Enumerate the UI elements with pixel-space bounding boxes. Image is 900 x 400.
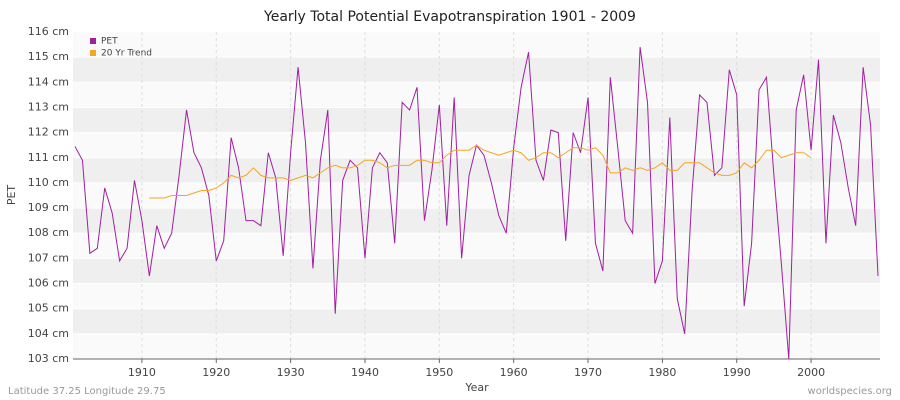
x-tick-label: 1980	[648, 366, 676, 379]
chart-title: Yearly Total Potential Evapotranspiratio…	[263, 9, 636, 25]
legend-swatch	[90, 50, 96, 56]
footer-left: Latitude 37.25 Longitude 29.75	[8, 386, 166, 397]
y-tick-label: 116 cm	[28, 25, 69, 38]
x-tick-label: 1950	[425, 366, 453, 379]
series-line	[149, 144, 812, 199]
y-tick-label: 113 cm	[28, 100, 69, 113]
y-tick-label: 112 cm	[28, 126, 69, 139]
y-tick-label: 108 cm	[28, 226, 69, 239]
y-tick-label: 111 cm	[28, 151, 69, 164]
y-tick-label: 106 cm	[28, 277, 69, 290]
y-tick-label: 103 cm	[28, 352, 69, 365]
legend-label: PET	[101, 37, 118, 47]
x-tick-label: 1940	[351, 366, 379, 379]
x-tick-label: 1930	[277, 366, 305, 379]
y-tick-label: 114 cm	[28, 75, 69, 88]
y-tick-label: 105 cm	[28, 302, 69, 315]
grid-band	[73, 57, 880, 83]
legend-label: 20 Yr Trend	[101, 49, 152, 59]
x-tick-label: 1960	[500, 366, 528, 379]
y-tick-label: 115 cm	[28, 50, 69, 63]
grid-band	[73, 308, 880, 334]
grid-band	[73, 258, 880, 284]
y-tick-label: 107 cm	[28, 251, 69, 264]
legend-swatch	[90, 38, 96, 44]
y-tick-label: 109 cm	[28, 201, 69, 214]
x-tick-label: 1970	[574, 366, 602, 379]
x-tick-label: 1990	[723, 366, 751, 379]
x-tick-label: 1910	[128, 366, 156, 379]
y-tick-label: 110 cm	[28, 176, 69, 189]
grid-band	[73, 107, 880, 133]
footer-right: worldspecies.org	[808, 386, 892, 397]
y-tick-label: 104 cm	[28, 327, 69, 340]
plot-background	[73, 32, 880, 359]
x-tick-label: 1920	[202, 366, 230, 379]
x-tick-label: 2000	[797, 366, 825, 379]
grid-band	[73, 157, 880, 183]
grid-band	[73, 208, 880, 234]
x-axis-label: Year	[464, 381, 489, 394]
y-axis-label: PET	[5, 185, 18, 206]
